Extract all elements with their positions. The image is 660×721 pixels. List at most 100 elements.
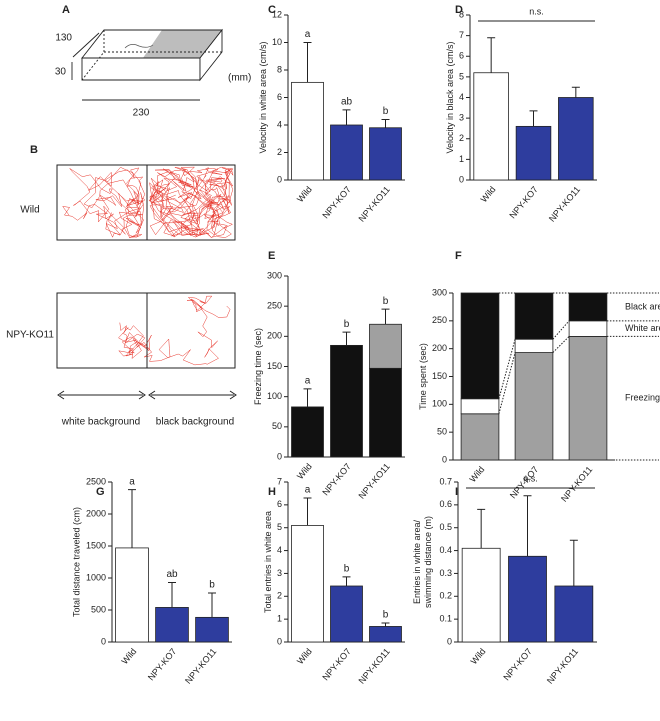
trajectory xyxy=(62,166,146,239)
y-tick-label: 0 xyxy=(277,451,282,461)
x-tick-label: Wild xyxy=(295,461,314,481)
bar-segment xyxy=(460,292,500,400)
unit-label: (mm) xyxy=(228,73,251,84)
y-tick-label: 2500 xyxy=(86,476,106,486)
significance-letter: b xyxy=(383,106,389,117)
y-tick-label: 2 xyxy=(459,133,464,143)
x-tick-label: NPY-KO11 xyxy=(547,184,582,223)
x-tick-label: NPY-KO11 xyxy=(183,646,218,685)
background-label: white background xyxy=(61,417,140,428)
trajectory-box xyxy=(62,166,234,239)
error-bar xyxy=(342,331,351,346)
y-tick-label: 2 xyxy=(277,591,282,601)
y-tick-label: 0.6 xyxy=(439,499,452,509)
connector xyxy=(552,336,570,353)
dimension-label: 230 xyxy=(133,108,150,119)
bar xyxy=(554,585,594,643)
panel-letter: I xyxy=(455,486,458,498)
significance-letter: b xyxy=(344,563,350,574)
bar-segment xyxy=(330,344,363,458)
panel-letter: A xyxy=(62,4,70,16)
x-tick-label: NPY-KO7 xyxy=(320,184,353,220)
dimension-label: 130 xyxy=(55,33,72,44)
y-tick-label: 0 xyxy=(277,174,282,184)
bar xyxy=(473,72,509,181)
y-tick-label: 1000 xyxy=(86,572,106,582)
significance-letter: b xyxy=(209,580,215,591)
error-bar xyxy=(303,388,312,407)
panel-letter: D xyxy=(455,4,463,16)
depth-line xyxy=(72,32,100,58)
y-tick-label: 0.1 xyxy=(439,614,452,624)
y-tick-label: 500 xyxy=(91,604,106,614)
error-bar xyxy=(381,119,390,128)
error-bar xyxy=(208,592,216,618)
legend-label: White area xyxy=(625,323,660,333)
dark-half xyxy=(143,30,222,58)
bar xyxy=(195,616,229,643)
bar xyxy=(291,525,324,643)
y-tick-label: 10 xyxy=(272,37,282,47)
x-tick-label: Wild xyxy=(119,646,138,666)
background-label: black background xyxy=(156,417,234,428)
error-bar xyxy=(529,110,538,127)
y-tick-label: 8 xyxy=(277,64,282,74)
x-tick-label: NPY-KO11 xyxy=(559,464,594,503)
panel-letter: H xyxy=(268,486,276,498)
row-label: Wild xyxy=(20,205,39,216)
bar xyxy=(508,555,547,643)
connector xyxy=(498,352,516,414)
bar-segment xyxy=(369,367,402,458)
y-tick-label: 0 xyxy=(459,174,464,184)
row-label: NPY-KO11 xyxy=(6,330,54,341)
y-tick-label: 0 xyxy=(101,636,106,646)
significance-letter: a xyxy=(305,485,311,496)
y-axis-label: Entries in white area/ xyxy=(412,519,422,604)
y-tick-label: 0.4 xyxy=(439,545,452,555)
trajectory xyxy=(118,295,231,366)
bar-segment xyxy=(369,323,402,369)
tank-sketch xyxy=(71,28,223,101)
arrow-head xyxy=(148,390,156,400)
error-bar xyxy=(571,86,580,98)
panel-letter: E xyxy=(268,250,275,262)
panel-letter: C xyxy=(268,4,276,16)
y-axis-label: swimming distance (m) xyxy=(423,516,433,608)
y-tick-label: 150 xyxy=(432,371,447,381)
y-tick-label: 7 xyxy=(277,476,282,486)
y-tick-label: 6 xyxy=(459,51,464,61)
connector xyxy=(498,339,516,399)
y-tick-label: 4 xyxy=(277,119,282,129)
bar xyxy=(369,626,402,643)
significance-letter: ab xyxy=(341,97,353,108)
y-tick-label: 0.7 xyxy=(439,476,452,486)
significance-label: n.s. xyxy=(529,6,544,16)
bar-segment xyxy=(514,338,554,353)
error-bar xyxy=(569,539,578,586)
error-bar xyxy=(128,489,136,548)
x-tick-label: NPY-KO11 xyxy=(545,646,580,685)
legend-label: Freezing xyxy=(625,393,660,403)
x-tick-label: NPY-KO7 xyxy=(146,646,179,682)
y-tick-label: 4 xyxy=(277,545,282,555)
bar-segment xyxy=(514,352,554,461)
x-tick-label: Wild xyxy=(469,646,488,666)
y-tick-label: 300 xyxy=(432,287,447,297)
x-tick-label: NPY-KO7 xyxy=(507,184,540,220)
panel-letter: F xyxy=(455,250,462,262)
y-tick-label: 200 xyxy=(432,343,447,353)
bar-segment xyxy=(291,406,324,458)
bar xyxy=(369,127,402,181)
arena xyxy=(56,164,236,241)
x-tick-label: NPY-KO11 xyxy=(357,461,392,500)
arena xyxy=(56,292,236,369)
bar-segment xyxy=(568,292,608,322)
y-axis-label: Time spent (sec) xyxy=(418,343,428,410)
connector xyxy=(552,320,570,340)
y-tick-label: 0 xyxy=(277,636,282,646)
x-tick-label: NPY-KO11 xyxy=(357,184,392,223)
x-tick-label: NPY-KO7 xyxy=(320,646,353,682)
y-tick-label: 8 xyxy=(459,9,464,19)
y-tick-label: 50 xyxy=(272,421,282,431)
x-tick-label: Wild xyxy=(295,184,314,204)
